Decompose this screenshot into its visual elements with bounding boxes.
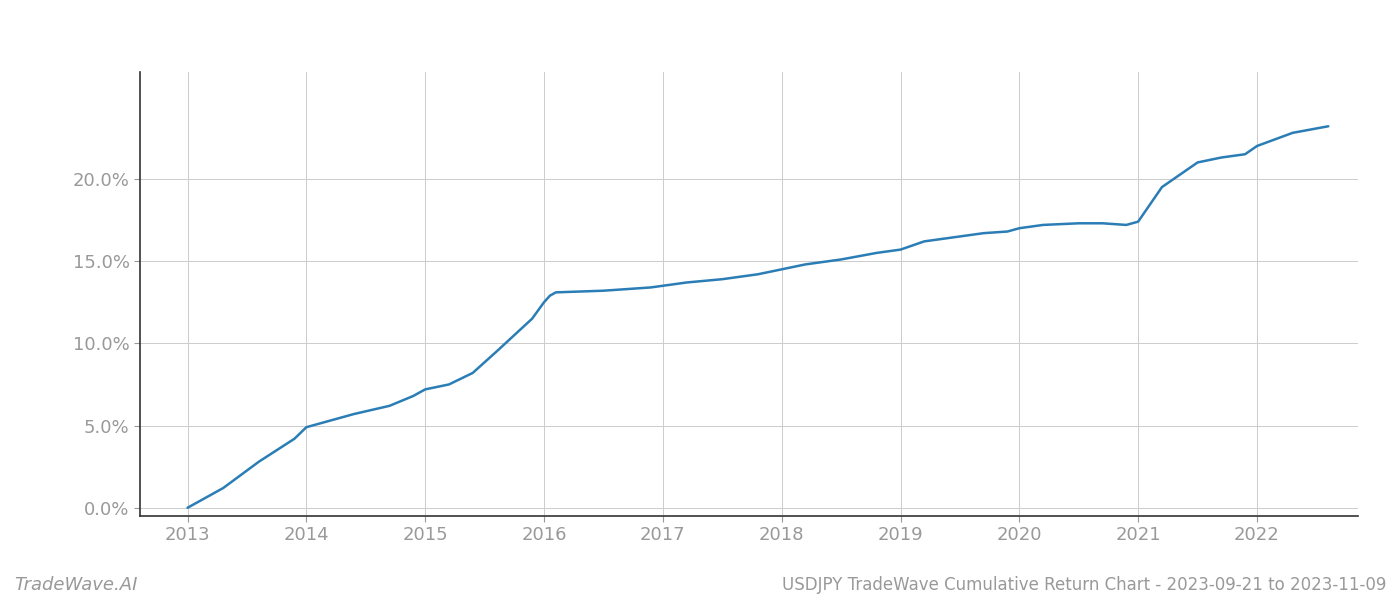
Text: TradeWave.AI: TradeWave.AI [14,576,137,594]
Text: USDJPY TradeWave Cumulative Return Chart - 2023-09-21 to 2023-11-09: USDJPY TradeWave Cumulative Return Chart… [781,576,1386,594]
